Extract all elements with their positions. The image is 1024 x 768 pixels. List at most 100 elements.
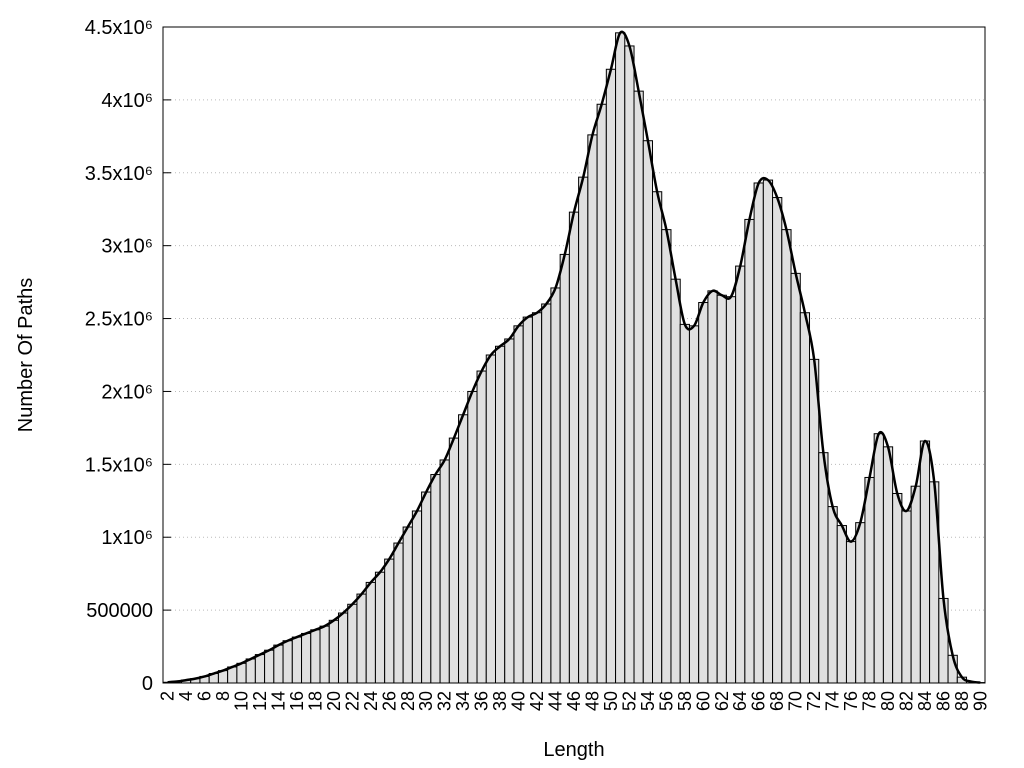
x-tick-label: 34 bbox=[453, 691, 473, 711]
x-tick-label: 20 bbox=[324, 691, 344, 711]
x-tick-label: 32 bbox=[435, 691, 455, 711]
bar bbox=[892, 492, 903, 684]
bar bbox=[901, 510, 912, 684]
x-axis-label: Length bbox=[543, 739, 604, 761]
x-tick-label: 8 bbox=[213, 691, 233, 701]
x-tick-label: 26 bbox=[379, 691, 399, 711]
bar bbox=[642, 140, 654, 684]
bar bbox=[550, 287, 561, 684]
x-tick-label: 60 bbox=[693, 691, 713, 711]
x-tick-label: 80 bbox=[878, 691, 898, 711]
bar bbox=[541, 303, 552, 684]
bar bbox=[753, 182, 764, 684]
bar bbox=[596, 103, 607, 684]
x-tick-label: 14 bbox=[268, 691, 288, 711]
bar bbox=[236, 662, 247, 684]
bar bbox=[384, 558, 395, 684]
bar bbox=[476, 370, 487, 684]
bar bbox=[393, 542, 404, 684]
x-tick-label: 42 bbox=[527, 691, 547, 711]
y-tick-label: 1x10⁶ bbox=[101, 527, 153, 549]
bar bbox=[485, 354, 496, 684]
bar bbox=[799, 312, 811, 684]
bar bbox=[504, 338, 515, 684]
y-tick-label: 2x10⁶ bbox=[101, 381, 153, 403]
bar bbox=[531, 312, 543, 684]
bar bbox=[319, 625, 330, 684]
bar bbox=[605, 68, 617, 684]
bar bbox=[522, 316, 533, 684]
bar bbox=[919, 440, 931, 684]
x-tick-label: 68 bbox=[767, 691, 787, 711]
bar bbox=[790, 272, 801, 684]
bar bbox=[273, 644, 284, 684]
bar bbox=[688, 325, 700, 684]
bar bbox=[836, 525, 847, 684]
x-tick-label: 90 bbox=[970, 691, 990, 711]
x-tick-label: 48 bbox=[582, 691, 602, 711]
x-tick-label: 62 bbox=[712, 691, 732, 711]
x-tick-label: 54 bbox=[638, 691, 658, 711]
bar bbox=[744, 218, 755, 684]
bar bbox=[245, 658, 256, 684]
x-tick-label: 88 bbox=[952, 691, 972, 711]
bar bbox=[809, 358, 820, 684]
bar bbox=[873, 433, 884, 684]
bar bbox=[615, 32, 626, 684]
bar bbox=[291, 636, 303, 684]
x-tick-label: 40 bbox=[509, 691, 529, 711]
bar bbox=[882, 446, 894, 684]
bar bbox=[735, 265, 746, 684]
bar bbox=[679, 323, 690, 684]
x-tick-label: 84 bbox=[915, 691, 935, 711]
y-tick-label: 2.5x10⁶ bbox=[85, 309, 153, 331]
x-tick-label: 76 bbox=[841, 691, 861, 711]
x-tick-label: 6 bbox=[195, 691, 215, 701]
x-tick-label: 12 bbox=[250, 691, 270, 711]
bar bbox=[827, 506, 838, 684]
x-tick-label: 18 bbox=[305, 691, 325, 711]
bar bbox=[411, 510, 423, 684]
y-tick-label: 4.5x10⁶ bbox=[85, 17, 153, 39]
bar bbox=[633, 90, 644, 684]
y-tick-label: 4x10⁶ bbox=[101, 90, 153, 112]
bar bbox=[328, 619, 339, 684]
bar bbox=[365, 581, 376, 684]
bar bbox=[568, 211, 580, 684]
bar bbox=[264, 649, 275, 684]
y-tick-label: 0 bbox=[142, 673, 153, 695]
y-tick-label: 1.5x10⁶ bbox=[85, 454, 153, 476]
bar bbox=[559, 253, 570, 684]
plot-frame bbox=[162, 26, 986, 684]
bar bbox=[818, 452, 829, 684]
bar bbox=[430, 474, 441, 684]
x-tick-label: 28 bbox=[398, 691, 418, 711]
bar bbox=[652, 191, 663, 684]
bar bbox=[402, 526, 413, 684]
bar bbox=[725, 296, 737, 684]
x-tick-label: 10 bbox=[232, 691, 252, 711]
bar bbox=[864, 476, 875, 684]
bar bbox=[670, 278, 681, 684]
x-tick-label: 78 bbox=[860, 691, 880, 711]
x-tick-label: 58 bbox=[675, 691, 695, 711]
x-tick-label: 86 bbox=[933, 691, 953, 711]
bar bbox=[762, 179, 774, 684]
x-tick-label: 2 bbox=[158, 691, 178, 701]
x-tick-label: 52 bbox=[619, 691, 639, 711]
bar bbox=[716, 294, 727, 684]
x-tick-label: 72 bbox=[804, 691, 824, 711]
bar bbox=[347, 603, 358, 684]
bar bbox=[772, 197, 783, 684]
x-tick-label: 4 bbox=[176, 691, 196, 701]
x-tick-label: 82 bbox=[896, 691, 916, 711]
x-tick-label: 74 bbox=[823, 691, 843, 711]
bar bbox=[494, 345, 506, 684]
bar bbox=[698, 302, 709, 684]
bar bbox=[310, 629, 321, 684]
x-tick-label: 36 bbox=[472, 691, 492, 711]
x-tick-label: 16 bbox=[287, 691, 307, 711]
bar bbox=[421, 491, 432, 684]
x-tick-label: 56 bbox=[656, 691, 676, 711]
